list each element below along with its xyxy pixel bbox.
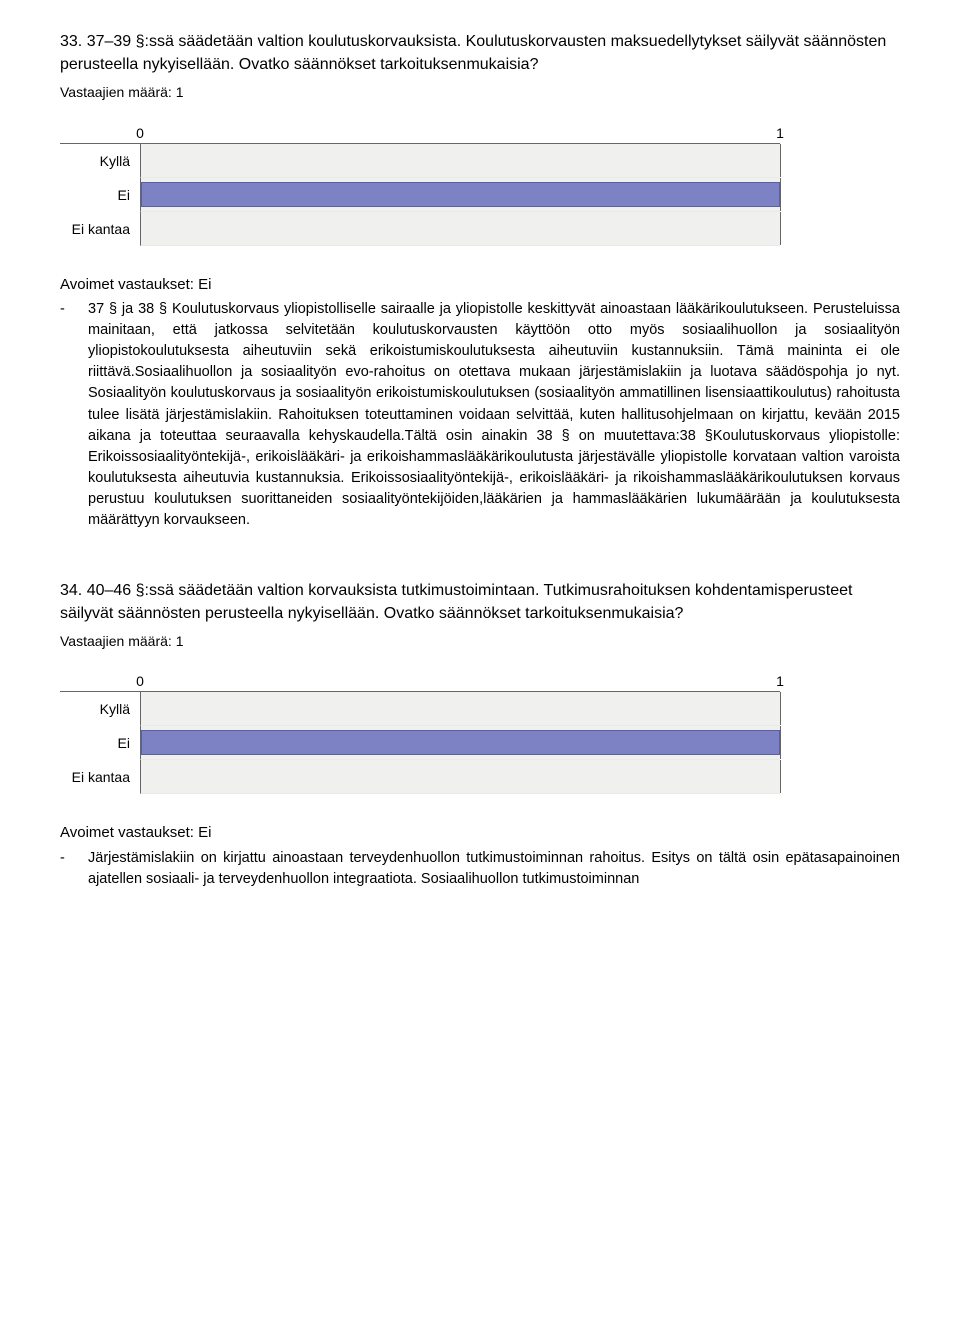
question-33-open-heading: Avoimet vastaukset: Ei [60,274,900,296]
chart-track [140,178,780,212]
bullet: - [60,299,88,530]
chart-category-label: Ei [60,726,140,760]
chart-row: Ei [60,178,780,212]
chart-category-label: Ei kantaa [60,760,140,794]
question-33-open-answer: - 37 § ja 38 § Koulutuskorvaus yliopisto… [60,299,900,530]
chart-axis-tick: 0 [136,123,144,143]
chart-track [140,144,780,178]
chart-gridline [780,212,781,245]
chart-row: Kyllä [60,144,780,178]
chart-axis-tick: 0 [136,671,144,691]
question-34-respondents: Vastaajien määrä: 1 [60,631,900,651]
chart-bar [141,182,780,207]
chart-axis-tick: 1 [776,671,784,691]
chart-category-label: Kyllä [60,692,140,726]
bullet: - [60,848,88,890]
chart-category-label: Ei [60,178,140,212]
chart-track [140,760,780,794]
chart-category-label: Kyllä [60,144,140,178]
open-answer-text: 37 § ja 38 § Koulutuskorvaus yliopistoll… [88,299,900,530]
question-34-title: 34. 40–46 §:ssä säädetään valtion korvau… [60,579,900,625]
chart-gridline [780,178,781,211]
chart-gridline [780,760,781,793]
question-33-respondents: Vastaajien määrä: 1 [60,82,900,102]
chart-category-label: Ei kantaa [60,212,140,246]
chart-bar [141,730,780,755]
chart-gridline [780,692,781,725]
chart-track [140,212,780,246]
chart-track [140,692,780,726]
chart-gridline [780,144,781,177]
chart-row: Ei kantaa [60,212,780,246]
chart-track [140,726,780,760]
chart-axis-tick: 1 [776,123,784,143]
open-answer-text: Järjestämislakiin on kirjattu ainoastaan… [88,848,900,890]
question-34-chart: 01KylläEiEi kantaa [60,671,780,794]
question-33-title: 33. 37–39 §:ssä säädetään valtion koulut… [60,30,900,76]
question-34-open-answer: - Järjestämislakiin on kirjattu ainoasta… [60,848,900,890]
question-33-chart: 01KylläEiEi kantaa [60,123,780,246]
chart-row: Ei kantaa [60,760,780,794]
chart-row: Kyllä [60,692,780,726]
question-34-open-heading: Avoimet vastaukset: Ei [60,822,900,844]
chart-gridline [780,726,781,759]
chart-row: Ei [60,726,780,760]
